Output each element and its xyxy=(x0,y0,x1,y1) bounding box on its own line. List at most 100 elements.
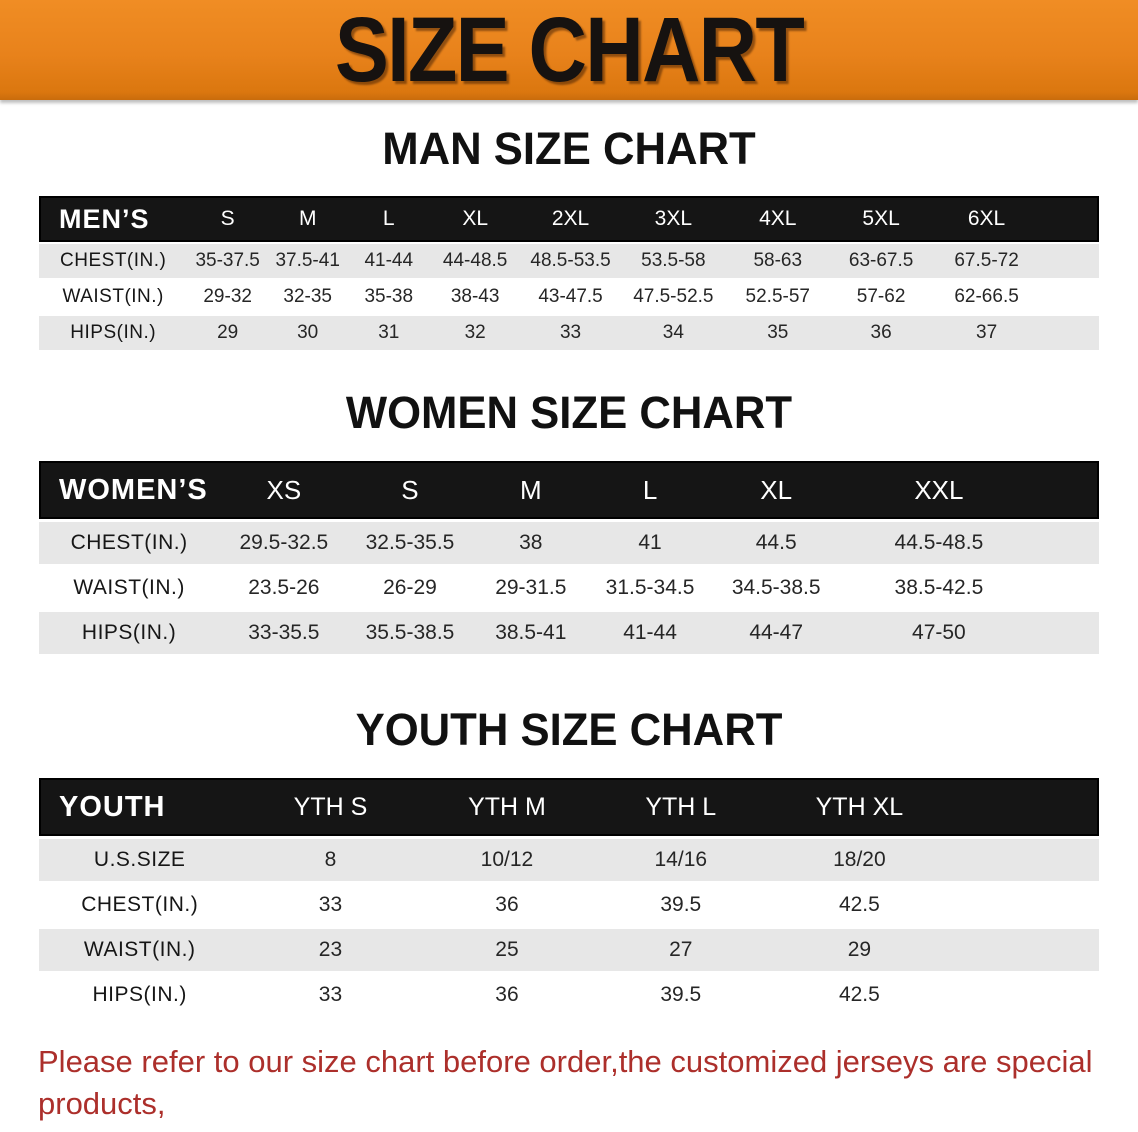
size-value-cell: 44.5 xyxy=(709,522,843,564)
size-value-cell: 63-67.5 xyxy=(829,244,933,278)
size-value-cell: 36 xyxy=(829,316,933,350)
table-row: CHEST(IN.) 35-37.5 37.5-41 41-44 44-48.5… xyxy=(39,244,1099,278)
spacer-cell xyxy=(1040,280,1099,314)
spacer-cell xyxy=(1035,522,1099,564)
size-value-cell: 29 xyxy=(768,929,951,971)
size-value-cell: 42.5 xyxy=(768,884,951,926)
size-value-cell: 38.5-42.5 xyxy=(842,567,1036,609)
size-value-cell: 58-63 xyxy=(725,244,830,278)
disclaimer-text: Please refer to our size chart before or… xyxy=(38,1041,1102,1132)
size-value-cell: 29.5-32.5 xyxy=(219,522,349,564)
youth-header-row: YOUTH YTH S YTH M YTH L YTH XL xyxy=(39,778,1099,836)
size-column-header: 6XL xyxy=(932,196,1041,242)
size-column-header: S xyxy=(187,196,268,242)
table-row: WAIST(IN.) 23 25 27 29 xyxy=(39,929,1099,971)
size-column-header: YTH XL xyxy=(768,778,951,836)
size-value-cell: 29-32 xyxy=(187,280,268,314)
size-column-header: YTH L xyxy=(593,778,769,836)
spacer-cell xyxy=(950,929,1099,971)
size-value-cell: 18/20 xyxy=(768,839,951,881)
size-value-cell: 33 xyxy=(240,974,421,1016)
womens-size-table: WOMEN’S XS S M L XL XXL CHEST(IN.) 29.5-… xyxy=(39,458,1099,657)
size-value-cell: 35-38 xyxy=(347,280,431,314)
table-row: CHEST(IN.) 29.5-32.5 32.5-35.5 38 41 44.… xyxy=(39,522,1099,564)
size-value-cell: 35 xyxy=(725,316,830,350)
size-value-cell: 44-47 xyxy=(709,612,843,654)
size-column-header: 2XL xyxy=(520,196,621,242)
youth-size-section: YOUTH SIZE CHART YOUTH YTH S YTH M YTH L… xyxy=(0,705,1138,1019)
size-value-cell: 39.5 xyxy=(593,974,769,1016)
banner: SIZE CHART xyxy=(0,0,1138,100)
page-title: SIZE CHART xyxy=(334,0,805,101)
size-value-cell: 25 xyxy=(420,929,594,971)
size-column-header: M xyxy=(471,461,591,519)
spacer-cell xyxy=(950,974,1099,1016)
size-value-cell: 31 xyxy=(347,316,431,350)
spacer-cell xyxy=(950,778,1099,836)
measurement-row-label: U.S.SIZE xyxy=(39,839,241,881)
table-row: WAIST(IN.) 23.5-26 26-29 29-31.5 31.5-34… xyxy=(39,567,1099,609)
spacer-cell xyxy=(1035,567,1099,609)
youth-table-corner-label: YOUTH xyxy=(39,778,241,836)
size-value-cell: 23 xyxy=(240,929,421,971)
size-value-cell: 67.5-72 xyxy=(932,244,1041,278)
spacer-cell xyxy=(950,839,1099,881)
size-value-cell: 27 xyxy=(593,929,769,971)
size-value-cell: 14/16 xyxy=(593,839,769,881)
measurement-row-label: WAIST(IN.) xyxy=(39,280,188,314)
table-row: HIPS(IN.) 33-35.5 35.5-38.5 38.5-41 41-4… xyxy=(39,612,1099,654)
size-value-cell: 29-31.5 xyxy=(471,567,591,609)
mens-header-row: MEN’S S M L XL 2XL 3XL 4XL 5XL 6XL xyxy=(39,196,1099,242)
size-value-cell: 34 xyxy=(620,316,726,350)
table-row: WAIST(IN.) 29-32 32-35 35-38 38-43 43-47… xyxy=(39,280,1099,314)
size-value-cell: 53.5-58 xyxy=(620,244,726,278)
womens-table-corner-label: WOMEN’S xyxy=(39,461,220,519)
size-value-cell: 10/12 xyxy=(420,839,594,881)
mens-table-corner-label: MEN’S xyxy=(39,196,188,242)
size-value-cell: 8 xyxy=(240,839,421,881)
size-value-cell: 33 xyxy=(520,316,621,350)
size-value-cell: 62-66.5 xyxy=(932,280,1041,314)
spacer-cell xyxy=(950,884,1099,926)
measurement-row-label: WAIST(IN.) xyxy=(39,567,220,609)
youth-size-table: YOUTH YTH S YTH M YTH L YTH XL U.S.SIZE … xyxy=(39,775,1099,1019)
size-value-cell: 47-50 xyxy=(842,612,1036,654)
size-value-cell: 35-37.5 xyxy=(187,244,268,278)
man-size-section: MAN SIZE CHART MEN’S S M L XL 2XL 3XL 4X… xyxy=(0,124,1138,352)
size-value-cell: 41 xyxy=(590,522,710,564)
size-value-cell: 39.5 xyxy=(593,884,769,926)
size-value-cell: 26-29 xyxy=(348,567,472,609)
size-column-header: S xyxy=(348,461,472,519)
size-value-cell: 38.5-41 xyxy=(471,612,591,654)
mens-size-table: MEN’S S M L XL 2XL 3XL 4XL 5XL 6XL CHEST… xyxy=(39,194,1099,352)
womens-header-row: WOMEN’S XS S M L XL XXL xyxy=(39,461,1099,519)
table-row: HIPS(IN.) 29 30 31 32 33 34 35 36 37 xyxy=(39,316,1099,350)
size-column-header: YTH M xyxy=(420,778,594,836)
measurement-row-label: HIPS(IN.) xyxy=(39,974,241,1016)
woman-section-title: WOMEN SIZE CHART xyxy=(345,387,793,438)
size-value-cell: 31.5-34.5 xyxy=(590,567,710,609)
size-value-cell: 42.5 xyxy=(768,974,951,1016)
measurement-row-label: CHEST(IN.) xyxy=(39,522,220,564)
size-column-header: XXL xyxy=(842,461,1036,519)
size-column-header: 3XL xyxy=(620,196,726,242)
size-value-cell: 38 xyxy=(471,522,591,564)
size-value-cell: 37 xyxy=(932,316,1041,350)
spacer-cell xyxy=(1035,612,1099,654)
measurement-row-label: WAIST(IN.) xyxy=(39,929,241,971)
size-column-header: 4XL xyxy=(725,196,830,242)
size-value-cell: 33-35.5 xyxy=(219,612,349,654)
table-row: U.S.SIZE 8 10/12 14/16 18/20 xyxy=(39,839,1099,881)
size-value-cell: 52.5-57 xyxy=(725,280,830,314)
size-column-header: XS xyxy=(219,461,349,519)
size-value-cell: 23.5-26 xyxy=(219,567,349,609)
woman-size-section: WOMEN SIZE CHART WOMEN’S XS S M L XL XXL… xyxy=(0,388,1138,657)
size-value-cell: 32 xyxy=(430,316,521,350)
size-value-cell: 41-44 xyxy=(347,244,431,278)
table-row: HIPS(IN.) 33 36 39.5 42.5 xyxy=(39,974,1099,1016)
size-value-cell: 36 xyxy=(420,974,594,1016)
size-value-cell: 43-47.5 xyxy=(520,280,621,314)
size-column-header: L xyxy=(590,461,710,519)
man-section-title: MAN SIZE CHART xyxy=(382,123,756,174)
size-value-cell: 38-43 xyxy=(430,280,521,314)
